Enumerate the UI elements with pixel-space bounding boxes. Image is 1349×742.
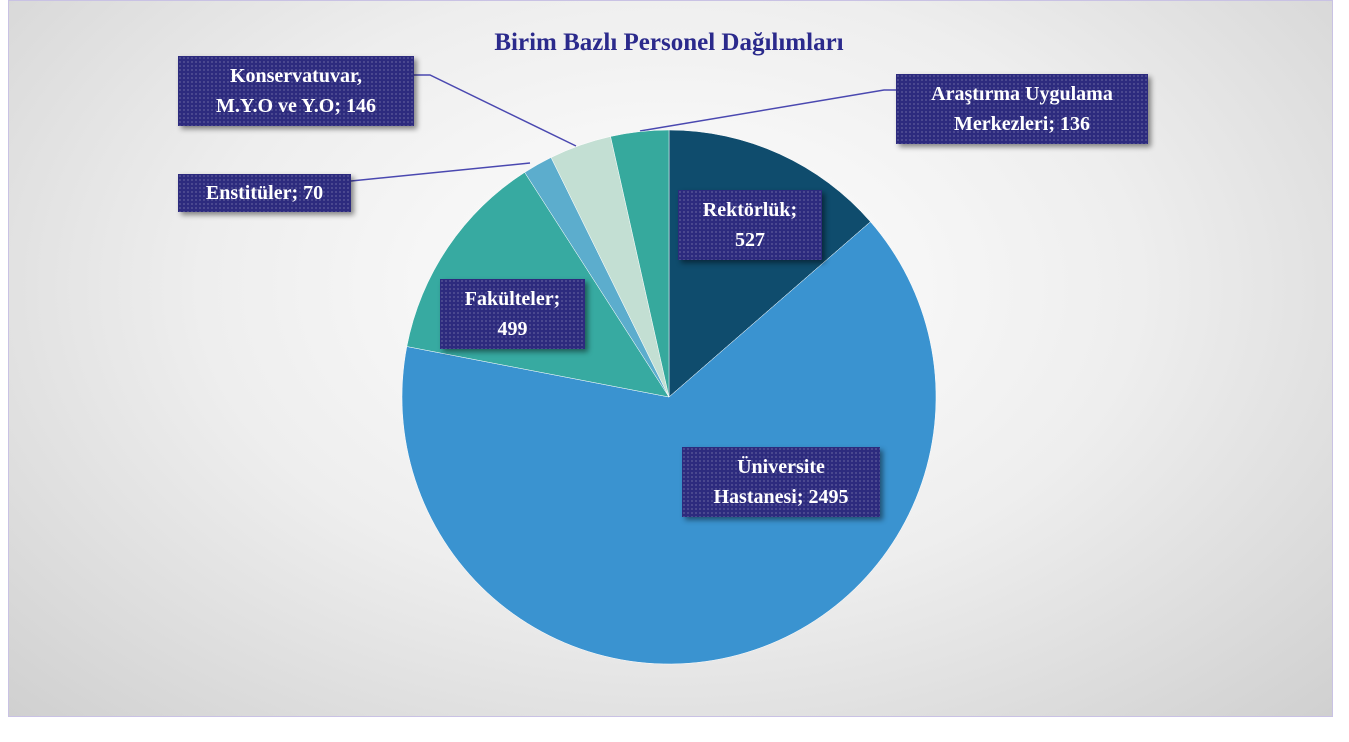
leader-lines (350, 74, 896, 182)
pie-slice (401, 221, 937, 665)
leader-line (414, 74, 577, 147)
pie-slice (610, 129, 670, 398)
data-label: Rektörlük; 527 (678, 190, 822, 260)
leader-line (639, 89, 896, 132)
data-label: Fakülteler; 499 (440, 279, 585, 349)
data-label: Konservatuvar, M.Y.O ve Y.O; 146 (178, 56, 414, 126)
leader-line (350, 162, 531, 182)
data-label: Üniversite Hastanesi; 2495 (682, 447, 880, 517)
data-label: Enstitüler; 70 (178, 174, 351, 212)
data-label: Araştırma Uygulama Merkezleri; 136 (896, 74, 1148, 144)
chart-title: Birim Bazlı Personel Dağılımları (494, 29, 843, 56)
